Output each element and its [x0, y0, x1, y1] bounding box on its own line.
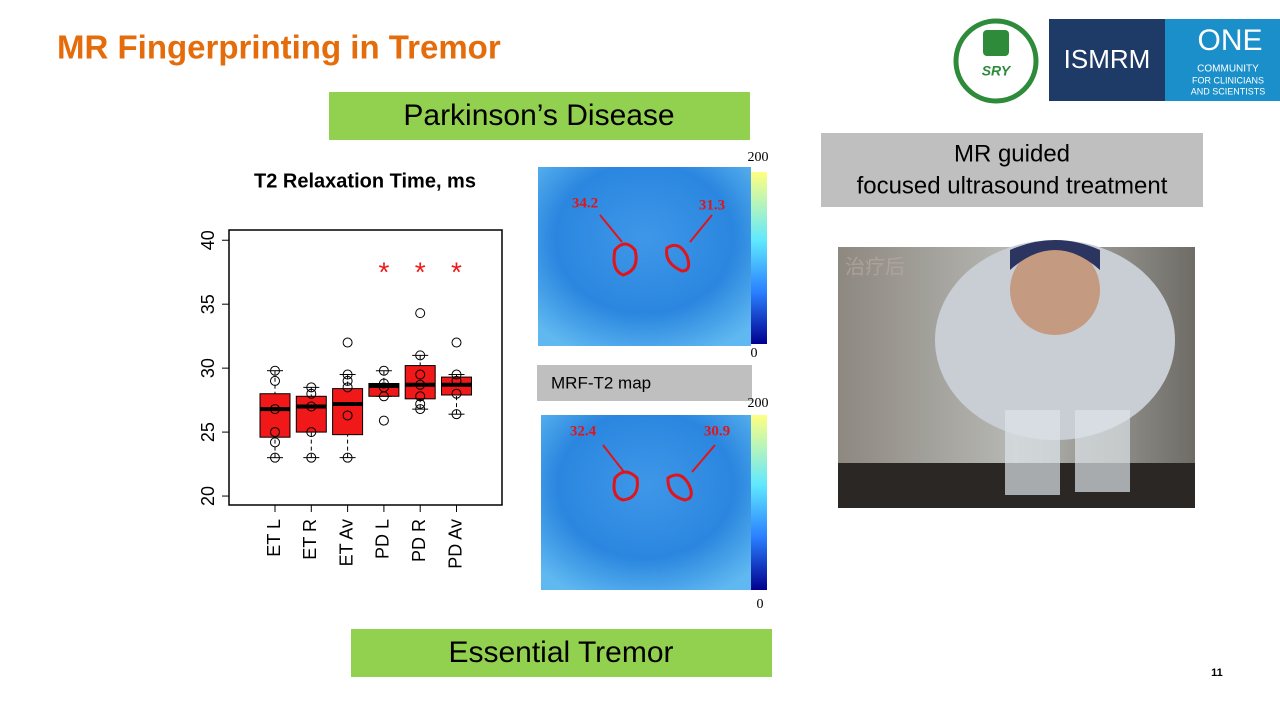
plot-frame: [228, 229, 503, 506]
data-point: [378, 365, 389, 376]
treatment-box: [821, 133, 1203, 207]
data-point: [415, 369, 426, 380]
patient: [935, 240, 1175, 440]
data-point: [306, 388, 317, 399]
data-point: [415, 398, 426, 409]
y-tick-label: 20: [198, 486, 218, 506]
significance-mark: *: [415, 256, 426, 287]
roi-outline: [612, 470, 693, 502]
data-point: [270, 437, 280, 448]
mri-map: [541, 415, 751, 590]
one-tagline: FOR CLINICIANS: [1192, 75, 1264, 85]
cap: [1010, 240, 1100, 270]
hospital-logo: [953, 18, 1039, 104]
data-point: [451, 388, 462, 399]
y-tick-label: 40: [198, 230, 218, 250]
box-plot: T2 Relaxation Time, ms 20 25 30 35 40 ET L ET …: [198, 170, 503, 569]
significance-mark: *: [451, 256, 462, 287]
chart-title: T2 Relaxation Time, ms: [254, 170, 476, 192]
data-point: [415, 379, 426, 390]
colorbar: [751, 172, 767, 344]
x-tick-label: ET Av: [336, 519, 356, 566]
y-tick-label: 30: [198, 358, 218, 378]
box: [404, 365, 436, 400]
ismrm-logo: [1049, 19, 1165, 101]
data-point: [342, 382, 353, 393]
x-tick-label: PD L: [373, 519, 393, 559]
data-point: [306, 452, 317, 463]
x-tick-label: ET L: [264, 519, 284, 557]
scale-label: 0: [757, 597, 764, 612]
scale-label: 200: [748, 396, 769, 411]
significance-mark: *: [378, 256, 389, 287]
map-label-box: [537, 365, 752, 401]
slide-title: MR Fingerprinting in Tremor: [57, 29, 501, 66]
page-number: 11: [1211, 667, 1223, 679]
data-point: [378, 378, 389, 389]
mri-map: [538, 167, 751, 346]
x-tick-label: PD R: [409, 519, 429, 562]
data-point: [270, 427, 280, 438]
map-label: MRF-T2 map: [551, 373, 651, 392]
treatment-label: MR guided: [954, 140, 1070, 167]
one-logo: [1165, 19, 1280, 101]
data-point: [415, 350, 426, 361]
data-point: [378, 391, 389, 402]
x-tick-label: ET R: [300, 519, 320, 560]
label-box: [329, 92, 750, 140]
data-point: [415, 404, 426, 415]
box: [259, 393, 291, 438]
roi-value: 34.2: [572, 195, 598, 211]
data-point: [342, 375, 353, 386]
treatment-label: focused ultrasound treatment: [857, 172, 1168, 199]
data-point: [306, 401, 317, 412]
data-point: [342, 452, 353, 463]
data-point: [415, 391, 426, 402]
roi-outline: [612, 242, 691, 277]
data-point: [415, 308, 426, 319]
roi-value: 32.4: [570, 423, 597, 439]
one-tagline: AND SCIENTISTS: [1191, 86, 1266, 96]
data-point: [270, 365, 280, 376]
data-point: [270, 452, 280, 463]
y-tick-label: 35: [198, 294, 218, 314]
data-point: [270, 375, 280, 386]
et-label: Essential Tremor: [448, 636, 673, 669]
y-tick-label: 25: [198, 422, 218, 442]
arrow: [599, 214, 713, 243]
data-point: [451, 369, 462, 380]
colorbar: [751, 415, 767, 590]
roi-value: 31.3: [699, 197, 725, 213]
data-point: [306, 427, 317, 438]
data-point: [342, 337, 353, 348]
scale-label: 200: [748, 150, 769, 165]
data-point: [451, 409, 462, 420]
patient-face: [1010, 245, 1100, 335]
data-point: [270, 404, 280, 415]
x-tick-label: PD Av: [445, 519, 465, 569]
data-point: [451, 375, 462, 386]
logo-text: SRY: [982, 63, 1012, 79]
label-box: [351, 629, 772, 677]
data-point: [451, 337, 462, 348]
one-text: ONE: [1197, 24, 1262, 57]
data-point: [378, 415, 389, 426]
glass: [1005, 410, 1060, 495]
glass: [1075, 410, 1130, 492]
scale-label: 0: [751, 346, 758, 361]
data-point: [342, 369, 353, 380]
pd-label: Parkinson’s Disease: [403, 99, 674, 132]
ismrm-text: ISMRM: [1064, 44, 1151, 74]
data-point: [342, 410, 353, 421]
box: [332, 388, 364, 436]
data-point: [306, 382, 317, 393]
logo-cross: [983, 30, 1009, 56]
video-overlay: 治疗后: [845, 255, 905, 278]
one-tagline: COMMUNITY: [1197, 64, 1259, 75]
arrow: [602, 444, 716, 473]
roi-value: 30.9: [704, 423, 730, 439]
